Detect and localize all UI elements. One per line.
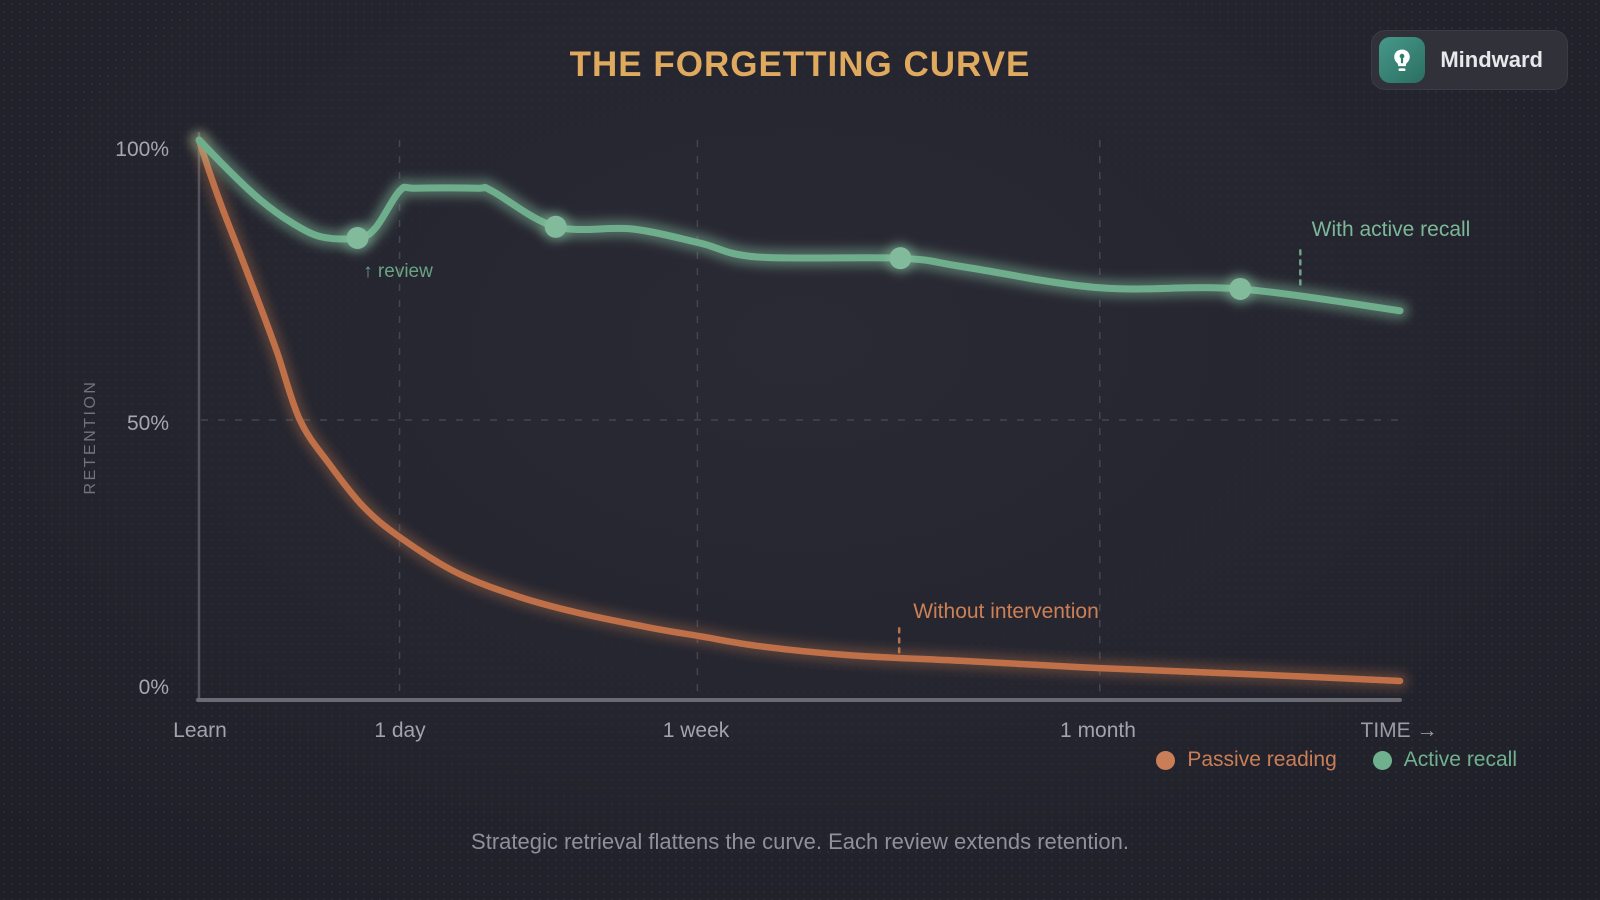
active-recall-dot-icon: [1372, 750, 1392, 770]
review-marker-2: [889, 247, 912, 270]
y-tick-100: 100%: [115, 138, 169, 161]
y-tick-50: 50%: [126, 412, 169, 435]
badge-tile: [1379, 37, 1426, 83]
passive-reading-dot-icon: [1156, 750, 1176, 770]
passive-reading-curve: [195, 136, 1404, 685]
x-axis-title: TIME →: [1360, 719, 1438, 742]
lightbulb-icon: [1387, 45, 1417, 75]
legend-label-active: Active recall: [1403, 748, 1517, 771]
x-tick-1day: 1 day: [374, 719, 426, 742]
without-intervention-annotation: Without intervention: [913, 600, 1099, 623]
y-tick-0: 0%: [138, 676, 169, 699]
legend-item-passive: Passive reading: [1156, 748, 1337, 772]
x-tick-1week: 1 week: [662, 719, 730, 742]
x-tick-learn: Learn: [173, 719, 227, 742]
mindward-badge[interactable]: Mindward: [1371, 30, 1568, 90]
review-marker-1: [544, 215, 567, 238]
caption: Strategic retrieval flattens the curve. …: [471, 829, 1129, 854]
x-tick-1month: 1 month: [1060, 719, 1136, 742]
review-annotation: ↑ review: [363, 261, 433, 282]
legend-item-active: Active recall: [1372, 748, 1517, 772]
review-marker-3: [1229, 277, 1252, 300]
review-marker-0: [346, 227, 369, 249]
y-axis-title: RETENTION: [82, 379, 99, 495]
legend: Passive reading Active recall: [1156, 748, 1517, 772]
with-active-recall-annotation: With active recall: [1311, 218, 1471, 241]
active-recall-curve: [195, 136, 1404, 315]
page-title: THE FORGETTING CURVE: [569, 45, 1031, 84]
legend-label-passive: Passive reading: [1187, 748, 1337, 771]
badge-label: Mindward: [1440, 47, 1543, 72]
